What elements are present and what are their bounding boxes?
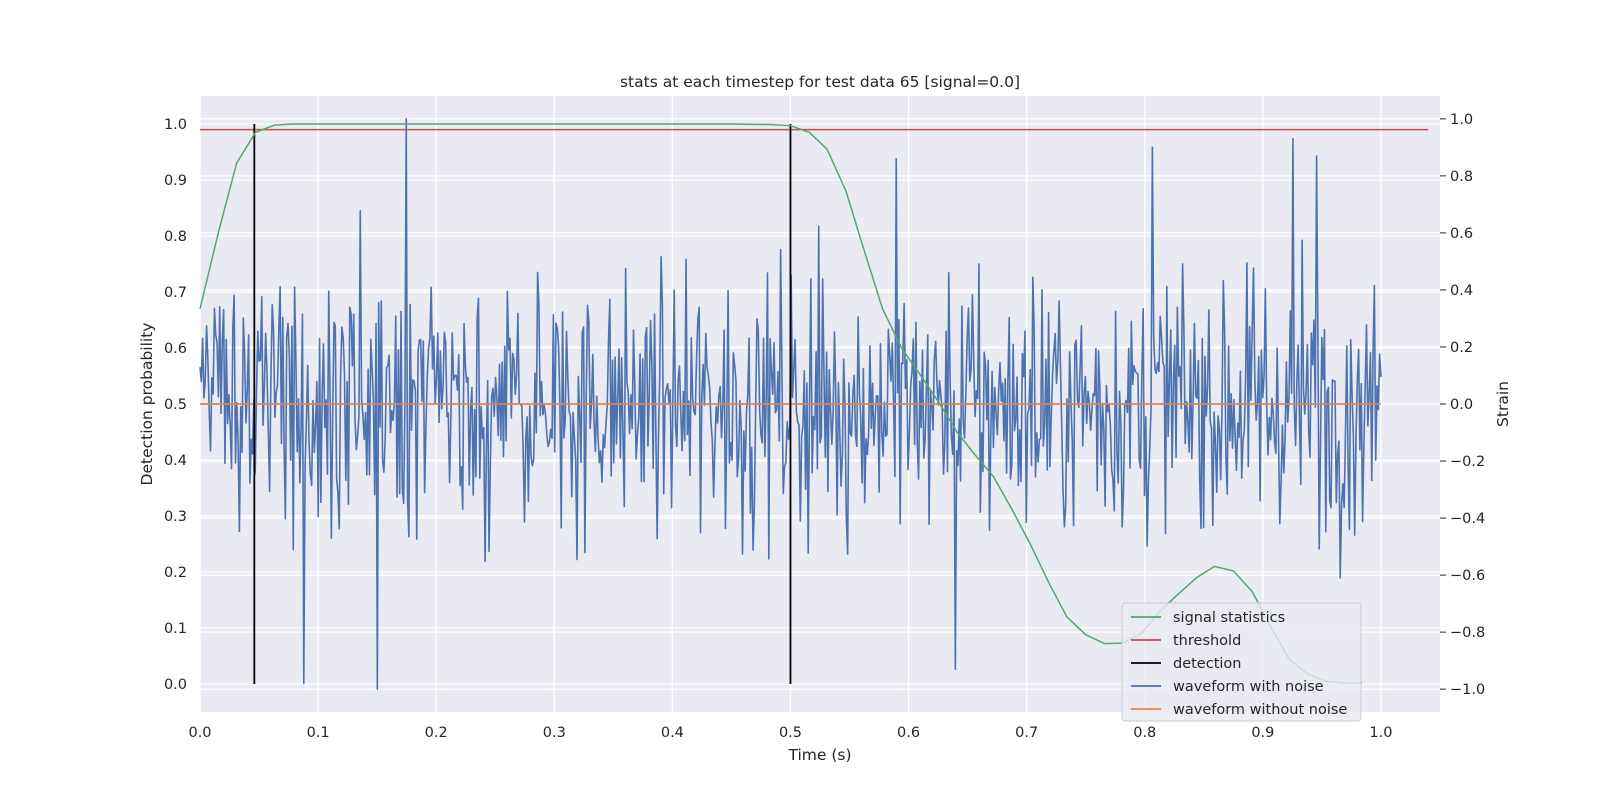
chart-title: stats at each timestep for test data 65 … <box>620 73 1020 91</box>
y-left-tick-label: 0.8 <box>164 229 187 245</box>
y-right-tick-label: −0.2 <box>1450 454 1485 470</box>
x-tick-label: 0.3 <box>543 725 566 741</box>
legend: signal statistics threshold detection wavef… <box>1121 602 1362 722</box>
legend-label: waveform with noise <box>1173 679 1324 695</box>
legend-label: signal statistics <box>1173 610 1285 626</box>
legend-label: threshold <box>1173 633 1241 649</box>
y-right-tick-label: 0.4 <box>1450 283 1473 299</box>
y-left-tick-label: 0.7 <box>164 285 187 301</box>
y-right-tick-label: −0.6 <box>1450 568 1485 584</box>
y-left-tick-label: 0.2 <box>164 565 187 581</box>
x-tick-label: 0.5 <box>779 725 802 741</box>
x-tick-label: 0.7 <box>1015 725 1038 741</box>
y-left-tick-label: 0.1 <box>164 621 187 637</box>
y-left-tick-label: 0.0 <box>164 677 187 693</box>
y-left-tick-label: 0.9 <box>164 173 187 189</box>
y-left-tick-label: 0.4 <box>164 453 187 469</box>
y-left-tick-label: 0.6 <box>164 341 187 357</box>
y-left-tick-label: 0.3 <box>164 509 187 525</box>
y-right-tick-label: −0.8 <box>1450 625 1485 641</box>
y-right-tick-label: 1.0 <box>1450 112 1473 128</box>
y-right-tick-label: −0.4 <box>1450 511 1485 527</box>
series-signal-statistics <box>199 123 1363 684</box>
x-tick-label: 0.1 <box>307 725 330 741</box>
x-axis-ticks: 0.0 0.1 0.2 0.3 0.4 0.5 0.6 0.7 0.8 0.9 1.0 <box>188 725 1392 741</box>
y-right-axis-label: Strain <box>1494 381 1512 427</box>
y-right-tick-label: 0.8 <box>1450 169 1473 185</box>
legend-label: waveform without noise <box>1173 702 1347 718</box>
x-tick-label: 0.0 <box>188 725 211 741</box>
y-left-axis-ticks: 0.0 0.1 0.2 0.3 0.4 0.5 0.6 0.7 0.8 0.9 1.0 <box>164 117 187 693</box>
x-axis-label: Time (s) <box>787 746 851 764</box>
x-tick-label: 0.9 <box>1251 725 1274 741</box>
y-right-tick-label: −1.0 <box>1450 682 1485 698</box>
x-tick-label: 0.8 <box>1133 725 1156 741</box>
x-tick-label: 0.2 <box>425 725 448 741</box>
y-left-tick-label: 1.0 <box>164 117 187 133</box>
x-tick-label: 0.4 <box>661 725 684 741</box>
y-right-tick-label: 0.2 <box>1450 340 1473 356</box>
x-tick-label: 0.6 <box>897 725 920 741</box>
x-tick-label: 1.0 <box>1369 725 1392 741</box>
y-right-tick-label: 0.0 <box>1450 397 1473 413</box>
series-layer <box>199 118 1429 690</box>
y-right-tick-label: 0.6 <box>1450 226 1473 242</box>
y-left-tick-label: 0.5 <box>164 397 187 413</box>
y-left-axis-label: Detection probability <box>138 323 156 486</box>
y-right-axis-ticks: 1.0 0.8 0.6 0.4 0.2 0.0 −0.2 −0.4 −0.6 −0.8 −1.0 <box>1440 112 1485 698</box>
legend-box <box>1121 602 1362 722</box>
legend-label: detection <box>1173 656 1241 672</box>
